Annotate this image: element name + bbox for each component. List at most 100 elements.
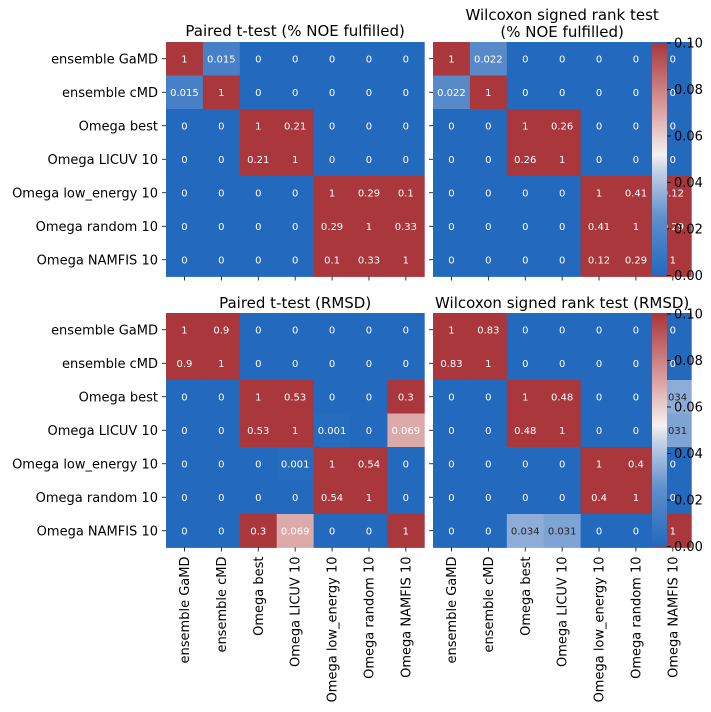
- cell-value-label: 0.1: [398, 188, 414, 199]
- heatmap-cell: [580, 75, 618, 110]
- colorbar-tick-label: 0.06: [674, 130, 703, 145]
- cell-value-label: 0.33: [395, 222, 417, 233]
- colorbar-tick-label: 0.04: [674, 447, 703, 462]
- cell-value-label: 0: [255, 222, 261, 233]
- cell-value-label: 0: [181, 526, 187, 537]
- colorbar-tick-label: 0.10: [674, 37, 703, 52]
- cell-value-label: 0: [448, 222, 454, 233]
- cell-value-label: 1: [522, 392, 528, 403]
- cell-value-label: 0.53: [284, 392, 306, 403]
- heatmap-cell: [387, 447, 425, 481]
- cell-value-label: 0.069: [281, 526, 310, 537]
- heatmap-cell: [313, 380, 351, 414]
- cell-value-label: 1: [448, 54, 454, 65]
- cell-value-label: 0.54: [321, 493, 343, 504]
- heatmap-cell: [433, 243, 471, 277]
- heatmap-cell: [202, 209, 241, 244]
- heatmap-cell: [387, 176, 425, 210]
- cell-value-label: 0.26: [551, 121, 573, 132]
- heatmap-cell: [617, 42, 655, 76]
- colorbar-tick-label: 0.00: [674, 540, 703, 555]
- cell-value-label: 0: [181, 493, 187, 504]
- heatmap-cell: [387, 514, 425, 548]
- cell-value-label: 0: [329, 526, 335, 537]
- colorbar-tick-label: 0.08: [674, 354, 703, 369]
- x-tick-label: Omega NAMFIS 10: [666, 557, 681, 678]
- heatmap-cell: [239, 346, 278, 381]
- heatmap-cell: [202, 346, 241, 381]
- cell-value-label: 0: [485, 188, 491, 199]
- cell-value-label: 0: [633, 392, 639, 403]
- heatmap-cell: [202, 243, 241, 277]
- heatmap-cell: [387, 209, 425, 244]
- cell-value-label: 0: [218, 155, 224, 166]
- heatmap-cell: [202, 42, 241, 76]
- cell-value-label: 0: [366, 121, 372, 132]
- cell-value-label: 0: [559, 459, 565, 470]
- cell-value-label: 1: [596, 188, 602, 199]
- cell-value-label: 0: [255, 88, 261, 99]
- heatmap-cell: [617, 346, 655, 381]
- heatmap-cell: [433, 447, 471, 481]
- cell-value-label: 0.3: [398, 392, 414, 403]
- cell-value-label: 0.001: [318, 426, 347, 437]
- heatmap-cell: [202, 176, 241, 210]
- x-tick-label: Omega LICUV 10: [289, 557, 304, 667]
- cell-value-label: 0: [329, 359, 335, 370]
- heatmap-cell: [506, 109, 545, 143]
- heatmap-cell: [433, 142, 471, 177]
- heatmap-cell: [387, 346, 425, 381]
- heatmap-cell: [202, 514, 241, 548]
- cell-value-label: 0: [596, 392, 602, 403]
- heatmap-cell: [617, 480, 655, 515]
- heatmap-cell: [617, 142, 655, 177]
- cell-value-label: 0: [448, 188, 454, 199]
- heatmap-cell: [166, 109, 204, 143]
- cell-value-label: 1: [366, 222, 372, 233]
- heatmap-cell: [350, 413, 388, 448]
- cell-value-label: 0: [255, 459, 261, 470]
- cell-value-label: 1: [522, 121, 528, 132]
- cell-value-label: 0: [522, 255, 528, 266]
- cell-value-label: 0: [485, 121, 491, 132]
- cell-value-label: 1: [255, 121, 261, 132]
- heatmap-cell: [239, 142, 278, 177]
- cell-value-label: 0.21: [284, 121, 306, 132]
- cell-value-label: 0.031: [659, 426, 688, 437]
- cell-value-label: 0.29: [625, 255, 647, 266]
- cell-value-label: 0: [522, 493, 528, 504]
- x-tick-label: Omega random 10: [362, 557, 377, 679]
- heatmap-cell: [166, 413, 204, 448]
- cell-value-label: 0: [181, 222, 187, 233]
- heatmap-cell: [239, 380, 278, 414]
- heatmap-cell: [350, 176, 388, 210]
- cell-value-label: 0: [522, 459, 528, 470]
- heatmap-cell: [543, 480, 581, 515]
- heatmap-cell: [350, 380, 388, 414]
- cell-value-label: 0: [181, 155, 187, 166]
- x-tick-label: Omega LICUV 10: [556, 557, 571, 667]
- cell-value-label: 0: [181, 459, 187, 470]
- heatmap-cell: [580, 142, 618, 177]
- heatmap-cell: [506, 313, 545, 347]
- cell-value-label: 0: [292, 188, 298, 199]
- cell-value-label: 0: [255, 359, 261, 370]
- panel-title: Paired t-test (% NOE fulfilled): [185, 22, 404, 40]
- cell-value-label: 0: [559, 255, 565, 266]
- cell-value-label: 0: [366, 54, 372, 65]
- heatmap-cell: [617, 75, 655, 110]
- cell-value-label: 1: [181, 54, 187, 65]
- cell-value-label: 1: [403, 526, 409, 537]
- heatmap-cell: [202, 75, 241, 110]
- heatmap-cell: [239, 176, 278, 210]
- cell-value-label: 0: [485, 392, 491, 403]
- heatmap-cell: [166, 75, 204, 110]
- colorbar-tick-label: 0.02: [674, 223, 703, 238]
- heatmap-cell: [350, 243, 388, 277]
- heatmap-cell: [433, 313, 471, 347]
- y-tick-label: ensemble GaMD: [51, 52, 158, 67]
- heatmap-cell: [543, 243, 581, 277]
- heatmap-cell: [350, 480, 388, 515]
- cell-value-label: 0: [670, 155, 676, 166]
